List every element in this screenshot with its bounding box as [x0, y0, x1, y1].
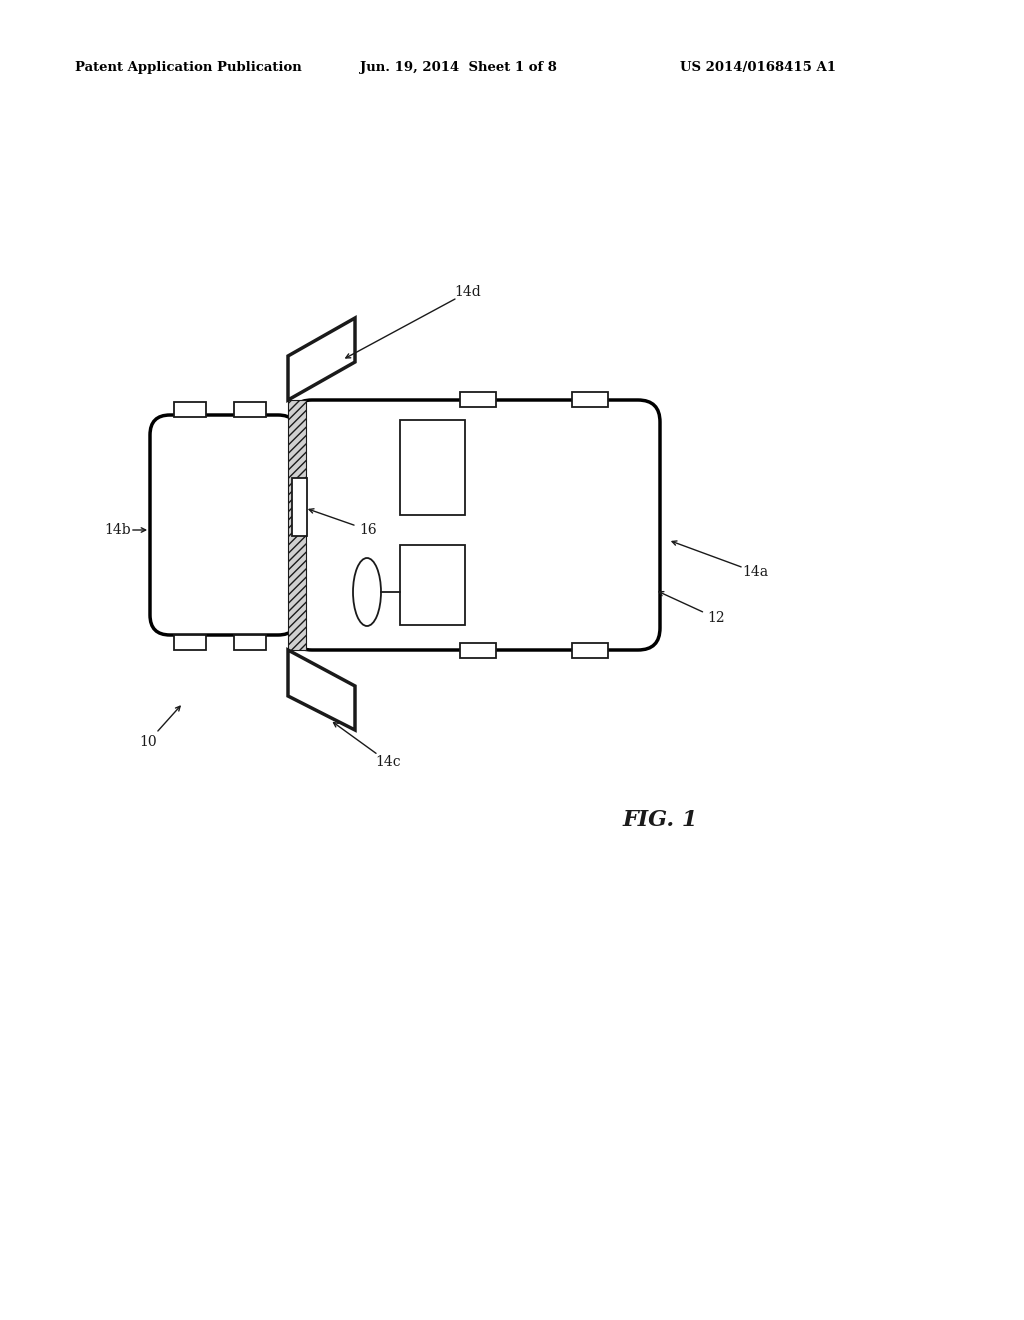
- Bar: [460, 392, 496, 407]
- Bar: [174, 403, 206, 417]
- Polygon shape: [288, 649, 355, 730]
- Bar: [292, 478, 307, 536]
- Text: 16: 16: [359, 523, 377, 537]
- Bar: [400, 545, 465, 624]
- Bar: [234, 635, 266, 649]
- Bar: [174, 635, 206, 649]
- Text: 14c: 14c: [375, 755, 400, 770]
- Text: Patent Application Publication: Patent Application Publication: [75, 62, 302, 74]
- FancyBboxPatch shape: [290, 400, 660, 649]
- Ellipse shape: [353, 558, 381, 626]
- Bar: [572, 392, 608, 407]
- Text: 12: 12: [708, 611, 725, 624]
- Text: 14b: 14b: [104, 523, 131, 537]
- Bar: [288, 400, 306, 649]
- Text: 14d: 14d: [455, 285, 481, 300]
- Bar: [400, 420, 465, 515]
- Text: 10: 10: [139, 735, 157, 748]
- Text: FIG. 1: FIG. 1: [623, 809, 697, 832]
- Bar: [572, 643, 608, 657]
- Text: Jun. 19, 2014  Sheet 1 of 8: Jun. 19, 2014 Sheet 1 of 8: [360, 62, 557, 74]
- Text: 14a: 14a: [742, 565, 768, 579]
- Polygon shape: [288, 318, 355, 400]
- Bar: [234, 403, 266, 417]
- Bar: [460, 643, 496, 657]
- Text: US 2014/0168415 A1: US 2014/0168415 A1: [680, 62, 836, 74]
- FancyBboxPatch shape: [150, 414, 298, 635]
